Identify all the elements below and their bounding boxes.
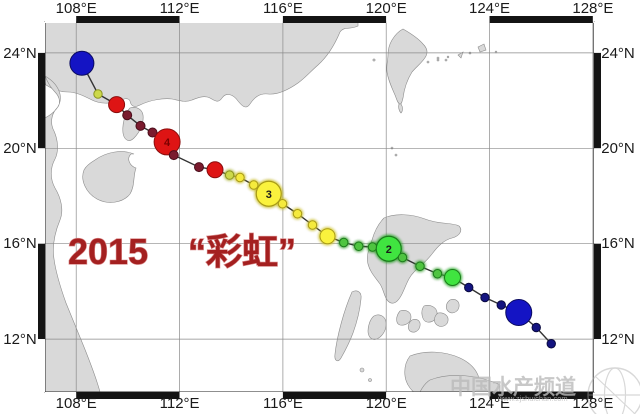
- svg-text:116°E: 116°E: [263, 395, 303, 412]
- svg-text:2: 2: [386, 244, 392, 256]
- svg-text:120°E: 120°E: [366, 395, 407, 412]
- svg-text:24°N: 24°N: [3, 45, 37, 62]
- svg-text:16°N: 16°N: [601, 235, 635, 252]
- svg-text:3: 3: [266, 189, 272, 201]
- svg-text:12°N: 12°N: [3, 331, 37, 348]
- svg-text:108°E: 108°E: [56, 395, 97, 412]
- svg-text:20°N: 20°N: [601, 140, 635, 157]
- svg-text:112°E: 112°E: [160, 395, 200, 412]
- svg-text:124°E: 124°E: [469, 0, 510, 17]
- svg-text:24°N: 24°N: [601, 45, 635, 62]
- svg-text:128°E: 128°E: [572, 0, 613, 17]
- svg-text:20°N: 20°N: [3, 140, 37, 157]
- svg-text:16°N: 16°N: [3, 235, 37, 252]
- svg-text:12°N: 12°N: [601, 331, 635, 348]
- svg-text:“彩虹”: “彩虹”: [188, 231, 296, 272]
- svg-text:www.zjshuichan.com: www.zjshuichan.com: [497, 394, 568, 403]
- svg-text:112°E: 112°E: [160, 0, 200, 17]
- svg-text:116°E: 116°E: [263, 0, 303, 17]
- svg-text:4: 4: [164, 137, 171, 149]
- svg-text:2015: 2015: [68, 231, 148, 272]
- svg-text:108°E: 108°E: [56, 0, 97, 17]
- svg-text:120°E: 120°E: [366, 0, 407, 17]
